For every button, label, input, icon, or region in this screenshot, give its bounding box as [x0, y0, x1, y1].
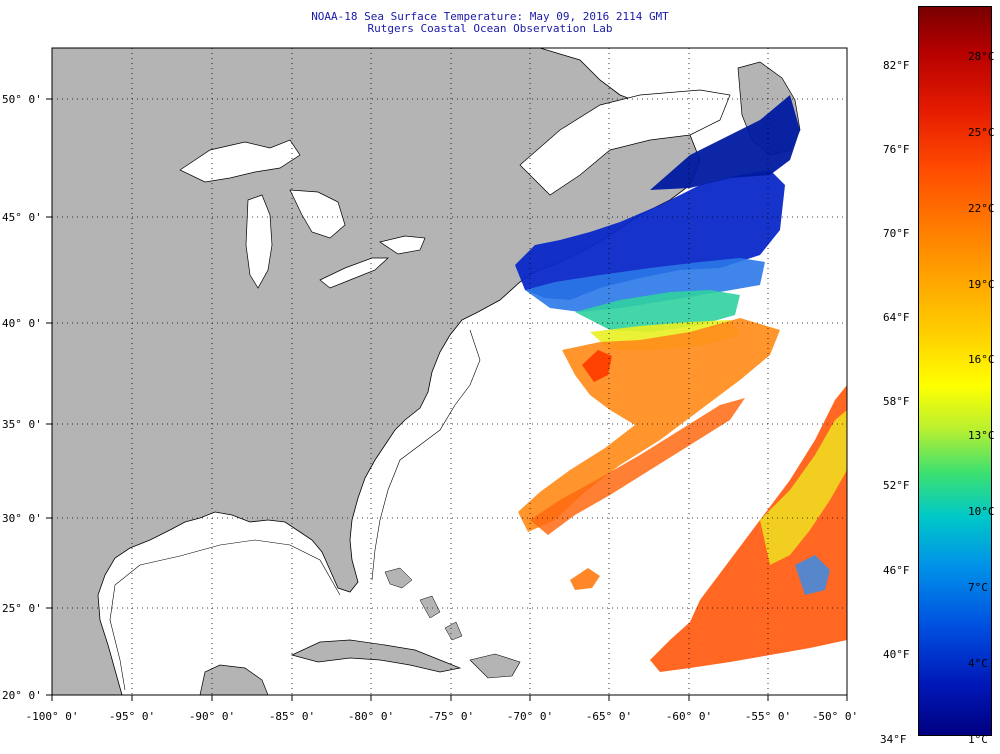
frame-ticks [46, 98, 848, 701]
lake-huron [289, 189, 346, 239]
lat-labels: 50° 0' 45° 0' 40° 0' 35° 0' 30° 0' 25° 0… [2, 93, 42, 702]
lake-erie [319, 257, 389, 289]
land-cuba [290, 639, 462, 673]
colorbar-label-c: 19°C [968, 278, 995, 291]
sst-gulf-stream [518, 318, 780, 532]
colorbar-label-c: 1°C [968, 733, 988, 746]
lake-ontario [379, 235, 426, 255]
lon-labels: -100° 0' -95° 0' -90° 0' -85° 0' -80° 0'… [26, 710, 859, 723]
land-hispaniola [469, 653, 521, 679]
colorbar-label-c: 7°C [968, 581, 988, 594]
colorbar-label-f: 76°F [883, 143, 910, 156]
lon-label: -65° 0' [586, 710, 632, 723]
map-subtitle: Rutgers Coastal Ocean Observation Lab [367, 22, 613, 35]
lat-label: 50° 0' [2, 93, 42, 106]
temperature-colorbar [918, 6, 992, 736]
lon-label: -50° 0' [812, 710, 858, 723]
lon-label: -95° 0' [109, 710, 155, 723]
map-title: NOAA-18 Sea Surface Temperature: May 09,… [311, 10, 669, 23]
lat-label: 30° 0' [2, 512, 42, 525]
colorbar-label-f: 46°F [883, 564, 910, 577]
land-bahamas [384, 567, 463, 641]
colorbar-label-c: 4°C [968, 657, 988, 670]
lon-label: -75° 0' [428, 710, 474, 723]
lon-label: -80° 0' [348, 710, 394, 723]
lon-label: -85° 0' [269, 710, 315, 723]
colorbar-label-f: 58°F [883, 395, 910, 408]
lon-label: -100° 0' [26, 710, 79, 723]
sst-southeast-yellow [760, 410, 847, 565]
sst-cyan-green [575, 290, 740, 332]
lake-michigan [245, 194, 273, 289]
lake-superior [179, 139, 301, 183]
gulf-shelf-contour [109, 539, 341, 691]
lon-label: -90° 0' [189, 710, 235, 723]
colorbar-label-c: 10°C [968, 505, 995, 518]
colorbar-label-f: 34°F [880, 733, 907, 746]
gulf-st-lawrence [519, 89, 731, 196]
map-frame [51, 47, 848, 696]
lat-label: 40° 0' [2, 317, 42, 330]
sst-cold-newfoundland [650, 95, 800, 190]
sst-mid-blue [525, 258, 765, 312]
colorbar-label-f: 52°F [883, 479, 910, 492]
shelf-contour [371, 329, 481, 581]
lon-label: -70° 0' [507, 710, 553, 723]
colorbar-label-c: 22°C [968, 202, 995, 215]
sst-gulf-stream-core [530, 398, 745, 535]
colorbar-label-c: 13°C [968, 429, 995, 442]
lat-label: 45° 0' [2, 211, 42, 224]
colorbar-label-c: 16°C [968, 353, 995, 366]
lat-label: 20° 0' [2, 689, 42, 702]
lon-label: -55° 0' [745, 710, 791, 723]
colorbar-label-f: 40°F [883, 648, 910, 661]
lon-label: -60° 0' [666, 710, 712, 723]
colorbar-label-c: 25°C [968, 126, 995, 139]
colorbar-label-f: 64°F [883, 311, 910, 324]
sst-southeast-cool [795, 555, 830, 595]
sst-southeast-warm [650, 385, 847, 672]
sst-warm-eddy [582, 350, 612, 382]
sst-small-patch [570, 568, 600, 590]
colorbar-label-f: 82°F [883, 59, 910, 72]
colorbar-label-c: 28°C [968, 50, 995, 63]
colorbar-label-f: 70°F [883, 227, 910, 240]
lat-label: 35° 0' [2, 418, 42, 431]
lat-label: 25° 0' [2, 602, 42, 615]
